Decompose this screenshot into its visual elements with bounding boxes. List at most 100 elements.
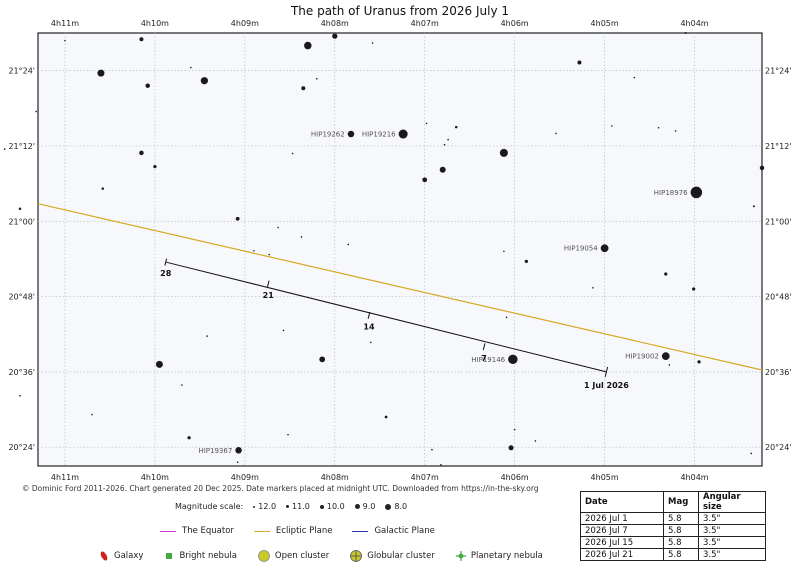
named-star xyxy=(600,244,609,253)
field-star xyxy=(301,86,306,91)
path-tick xyxy=(266,280,270,288)
field-star xyxy=(443,143,446,146)
magnitude-scale-label: Magnitude scale: xyxy=(175,502,244,511)
galaxy-icon xyxy=(100,551,108,561)
field-star xyxy=(316,78,318,80)
legend-open-cluster: Open cluster xyxy=(257,549,329,563)
date-marker-label: 14 xyxy=(363,322,375,331)
dec-tick-label-left: 21°12' xyxy=(8,142,35,151)
field-star xyxy=(153,165,157,169)
magnitude-scale: Magnitude scale: 12.0 11.0 10.0 9.0 8.0 xyxy=(175,502,407,511)
mag-dot xyxy=(286,505,290,508)
legend-globular-cluster: Globular cluster xyxy=(349,549,435,563)
table-cell: 3.5" xyxy=(698,548,766,561)
field-star xyxy=(304,41,312,50)
mag-dot xyxy=(354,504,360,509)
field-star xyxy=(287,433,289,436)
date-marker-label: 7 xyxy=(481,354,487,363)
dec-tick-label-right: 20°24' xyxy=(765,443,792,452)
legend-label: Ecliptic Plane xyxy=(275,526,333,536)
ra-tick-label-bottom: 4h08m xyxy=(321,473,349,482)
field-star xyxy=(668,364,671,366)
legend-bright-nebula: Bright nebula xyxy=(163,550,237,562)
mag-value: 10.0 xyxy=(326,502,345,511)
ra-tick-label-top: 4h11m xyxy=(51,19,79,28)
legend-label: Galactic Plane xyxy=(374,526,435,536)
field-star xyxy=(384,415,388,419)
field-star xyxy=(577,60,582,65)
ra-tick-label-bottom: 4h07m xyxy=(411,473,439,482)
field-star xyxy=(139,37,144,42)
ra-tick-label-top: 4h09m xyxy=(231,19,259,28)
table-cell: 2026 Jul 7 xyxy=(580,524,664,537)
field-star xyxy=(508,445,514,451)
named-star xyxy=(690,186,703,199)
legend-equator: The Equator xyxy=(160,526,234,536)
ecliptic-swatch xyxy=(253,530,270,532)
table-cell: 5.8 xyxy=(663,548,699,561)
named-star xyxy=(508,354,518,365)
star-label: HIP19054 xyxy=(564,245,598,253)
field-star xyxy=(282,329,285,332)
path-tick xyxy=(367,311,371,319)
ra-tick-label-bottom: 4h11m xyxy=(51,473,79,482)
path-start-label: 1 Jul 2026 xyxy=(584,381,629,390)
named-star xyxy=(661,352,670,361)
ra-tick-label-top: 4h07m xyxy=(411,19,439,28)
field-star xyxy=(64,39,66,42)
legend-label: Bright nebula xyxy=(179,551,237,561)
field-star xyxy=(422,177,428,183)
equator-swatch xyxy=(160,530,176,532)
field-star xyxy=(524,259,528,264)
field-star xyxy=(235,216,240,221)
legend-label: Planetary nebula xyxy=(470,551,543,561)
ra-tick-label-bottom: 4h04m xyxy=(680,473,708,482)
field-star xyxy=(505,316,508,319)
field-star xyxy=(592,286,594,289)
ephemeris-table: Date Mag Angular size 2026 Jul 1 5.8 3.5… xyxy=(580,491,766,561)
column-header: Date xyxy=(580,491,664,513)
table-cell: 5.8 xyxy=(663,524,699,537)
field-star xyxy=(291,152,294,155)
table-cell: 3.5" xyxy=(698,536,766,549)
table-cell: 5.8 xyxy=(663,512,699,525)
field-star xyxy=(534,440,537,442)
dec-tick-label-right: 21°24' xyxy=(765,67,792,76)
dec-tick-label-right: 20°36' xyxy=(765,368,792,377)
field-star xyxy=(611,125,613,127)
named-star xyxy=(347,130,355,138)
mag-item: 8.0 xyxy=(385,502,407,511)
legend-label: Open cluster xyxy=(274,551,330,561)
dec-tick-label-right: 21°12' xyxy=(765,142,792,151)
field-star xyxy=(139,150,144,156)
legend-galaxy: Galaxy xyxy=(98,550,143,562)
field-star xyxy=(300,236,303,238)
mag-dot xyxy=(319,504,324,509)
ra-tick-label-bottom: 4h05m xyxy=(591,473,619,482)
table-cell: 2026 Jul 21 xyxy=(580,548,664,561)
column-header: Angular size xyxy=(698,491,766,513)
mag-value: 8.0 xyxy=(394,502,408,511)
mag-dot xyxy=(253,505,256,508)
field-star xyxy=(91,413,93,416)
field-star xyxy=(759,165,765,171)
field-star xyxy=(440,463,442,466)
field-star xyxy=(499,148,508,157)
field-star xyxy=(35,110,38,113)
field-star xyxy=(206,335,208,337)
field-star xyxy=(692,287,696,291)
field-star xyxy=(371,42,374,44)
field-star xyxy=(369,341,372,344)
field-star xyxy=(684,32,687,34)
object-legend: Galaxy Bright nebula Open cluster Globul… xyxy=(98,549,563,563)
planetary-nebula-icon xyxy=(455,551,466,561)
ra-tick-label-bottom: 4h09m xyxy=(231,473,259,482)
field-star xyxy=(253,249,255,252)
legend-label: The Equator xyxy=(182,526,234,536)
chart-area xyxy=(37,32,763,467)
path-tick xyxy=(164,258,168,266)
open-cluster-icon xyxy=(258,550,270,562)
date-marker-label: 21 xyxy=(263,291,275,300)
star-label: HIP18976 xyxy=(654,189,688,197)
table-row: 2026 Jul 15 5.8 3.5" xyxy=(580,536,766,549)
